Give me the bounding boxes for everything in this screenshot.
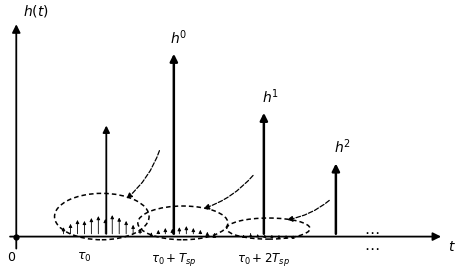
Text: $\tau_0+2T_{sp}$: $\tau_0+2T_{sp}$ — [237, 251, 290, 268]
Text: $\tau_0+T_{sp}$: $\tau_0+T_{sp}$ — [151, 251, 196, 268]
Text: $t$: $t$ — [448, 240, 455, 254]
Text: $h(t)$: $h(t)$ — [23, 3, 49, 19]
Text: $h^2$: $h^2$ — [333, 138, 350, 156]
Text: $\cdots$: $\cdots$ — [364, 224, 379, 239]
Text: $h^0$: $h^0$ — [169, 28, 187, 47]
Text: $0$: $0$ — [7, 251, 17, 264]
Text: $h^1$: $h^1$ — [262, 87, 279, 106]
Text: $\tau_0$: $\tau_0$ — [76, 251, 91, 264]
Text: $\cdots$: $\cdots$ — [364, 240, 379, 255]
